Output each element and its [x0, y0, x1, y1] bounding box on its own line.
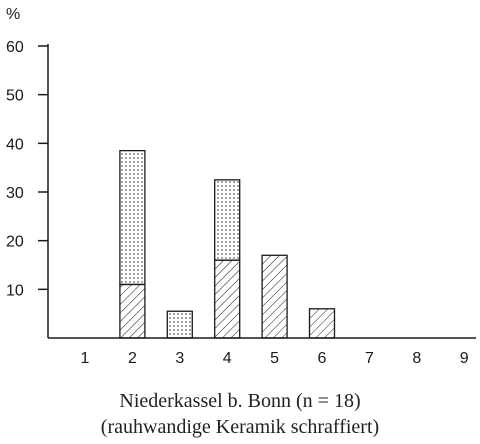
x-tick-label: 7: [365, 350, 374, 367]
caption-line-2: (rauhwandige Keramik schraffiert): [100, 416, 380, 438]
y-unit-label: %: [6, 6, 20, 23]
x-tick-label: 5: [270, 350, 279, 367]
x-tick-label: 4: [223, 350, 232, 367]
bars: [119, 149, 336, 339]
x-tick-label: 6: [318, 350, 327, 367]
y-tick-label: 30: [6, 185, 24, 202]
y-tick-label: 60: [6, 39, 24, 56]
x-tick-label: 8: [412, 350, 421, 367]
x-tick-label: 9: [460, 350, 469, 367]
bar-segment-hatched-5: [261, 254, 288, 339]
bar-segment-hatched-4: [214, 259, 241, 339]
bar-segment-hatched-6: [308, 308, 336, 339]
caption-line-1: Niederkassel b. Bonn (n = 18): [119, 390, 361, 412]
y-tick-label: 20: [6, 234, 24, 251]
bar-segment-dotted-4: [214, 179, 241, 261]
y-tick-label: 10: [6, 282, 24, 299]
x-tick-label: 3: [175, 350, 184, 367]
x-tick-label: 2: [128, 350, 137, 367]
y-tick-label: 50: [6, 88, 24, 105]
x-tick-label: 1: [81, 350, 90, 367]
bar-segment-dotted-3: [166, 310, 193, 339]
x-ticks: 1 2 3 4 5 6 7 8 9: [81, 350, 469, 367]
bar-segment-hatched-2: [119, 283, 146, 339]
bar-segment-dotted-2: [119, 149, 146, 286]
y-tick-label: 40: [6, 136, 24, 153]
y-ticks: 10 20 30 40 50 60: [6, 39, 48, 299]
